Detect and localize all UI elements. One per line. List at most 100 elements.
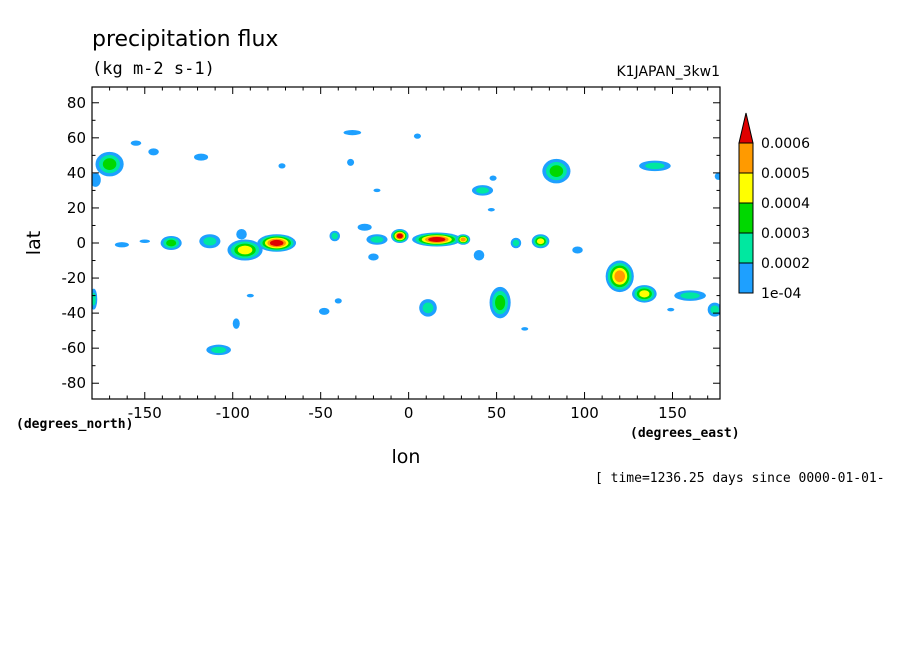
contour-level-3 <box>495 295 506 311</box>
contour-feature <box>531 234 550 249</box>
contour-feature <box>130 140 142 146</box>
colorbar-box <box>738 262 754 294</box>
y-tick-label: 40 <box>67 164 86 182</box>
contour-level-6 <box>396 233 403 239</box>
plot-background <box>92 87 720 399</box>
contour-level-1 <box>714 172 720 180</box>
colorbar-label: 0.0003 <box>761 226 810 242</box>
contour-level-2 <box>211 346 227 354</box>
contour-level-1 <box>148 148 159 156</box>
run-label: K1JAPAN_3kw1 <box>616 64 720 80</box>
contour-level-1 <box>343 129 362 136</box>
contour-feature <box>139 239 151 243</box>
y-tick-label: 60 <box>67 129 86 147</box>
contour-level-2 <box>512 239 520 247</box>
contour-feature <box>347 158 355 166</box>
contour-feature <box>246 293 254 298</box>
colorbar: 1e-04 0.0002 0.0003 0.0004 0.0005 0.0006 <box>738 112 810 302</box>
y-tick-label: -80 <box>62 374 87 392</box>
x-tick-label: 100 <box>570 404 599 422</box>
contour-feature <box>343 129 362 136</box>
contour-level-1 <box>246 293 254 298</box>
contour-level-4 <box>237 245 253 255</box>
contour-feature <box>473 250 485 261</box>
contour-feature <box>194 153 209 161</box>
contour-level-3 <box>549 165 564 178</box>
contour-level-2 <box>203 236 217 246</box>
y-tick-label: 0 <box>76 234 86 252</box>
colorbar-triangle <box>738 112 754 144</box>
contour-feature <box>227 239 263 261</box>
contour-level-1 <box>473 250 485 261</box>
contour-feature <box>318 307 330 315</box>
y-tick-label: -60 <box>62 339 87 357</box>
contour-level-2 <box>331 232 338 240</box>
x-tick-label: -150 <box>128 404 162 422</box>
colorbar-label: 0.0004 <box>761 196 810 212</box>
colorbar-box <box>738 172 754 204</box>
contour-level-1 <box>318 307 330 315</box>
contour-feature <box>510 237 522 249</box>
y-tick-label: -40 <box>62 304 87 322</box>
contour-feature <box>489 286 511 319</box>
contour-level-4 <box>536 238 545 245</box>
x-axis-label: lon <box>392 446 421 468</box>
contour-level-2 <box>370 236 384 243</box>
contour-level-1 <box>236 228 247 240</box>
x-tick-label: -50 <box>308 404 333 422</box>
contour-feature <box>278 163 286 169</box>
contour-level-2 <box>422 302 434 314</box>
contour-level-1 <box>92 172 101 187</box>
contour-feature <box>456 234 471 245</box>
contour-level-1 <box>130 140 142 146</box>
contour-feature <box>368 253 379 261</box>
contour-level-1 <box>114 242 129 248</box>
colorbar-box <box>738 202 754 234</box>
contour-feature <box>366 234 388 245</box>
contour-level-1 <box>278 163 286 169</box>
y-unit-label: (degrees_north) <box>16 417 133 432</box>
contour-feature <box>95 151 124 177</box>
chart-title: precipitation flux <box>92 27 278 52</box>
contour-feature <box>199 234 221 249</box>
contour-level-1 <box>413 133 421 139</box>
contour-feature <box>236 228 247 240</box>
contour-feature <box>714 172 720 180</box>
contour-feature <box>605 260 634 293</box>
colorbar-label: 0.0005 <box>761 166 810 182</box>
contour-level-1 <box>487 207 495 212</box>
contour-level-1 <box>373 188 381 193</box>
contour-level-1 <box>572 246 583 254</box>
x-unit-label: (degrees_east) <box>630 426 740 441</box>
colorbar-box <box>738 142 754 174</box>
contour-feature <box>487 207 495 212</box>
contour-feature <box>114 242 129 248</box>
colorbar-label: 1e-04 <box>761 286 801 302</box>
contour-level-1 <box>139 239 151 243</box>
colorbar-label: 0.0002 <box>761 256 810 272</box>
contour-feature <box>92 172 101 187</box>
chart-units: (kg m-2 s-1) <box>92 59 215 79</box>
contour-feature <box>542 158 571 184</box>
contour-level-1 <box>194 153 209 161</box>
contour-feature <box>632 285 657 303</box>
x-tick-label: 150 <box>658 404 687 422</box>
contour-level-1 <box>521 327 529 331</box>
contour-level-1 <box>232 318 240 329</box>
y-tick-label: -20 <box>62 269 87 287</box>
contour-level-1 <box>357 223 372 231</box>
contour-feature <box>412 232 462 247</box>
contour-feature <box>232 318 240 329</box>
contour-features <box>92 129 720 356</box>
contour-level-2 <box>476 187 489 194</box>
contour-feature <box>639 160 671 172</box>
colorbar-label: 0.0006 <box>761 136 810 152</box>
y-tick-label: 20 <box>67 199 86 217</box>
contour-level-3 <box>102 158 117 171</box>
contour-level-1 <box>334 298 342 304</box>
contour-feature <box>148 148 159 156</box>
contour-level-4 <box>639 290 650 298</box>
contour-feature <box>521 327 529 331</box>
contour-feature <box>357 223 372 231</box>
